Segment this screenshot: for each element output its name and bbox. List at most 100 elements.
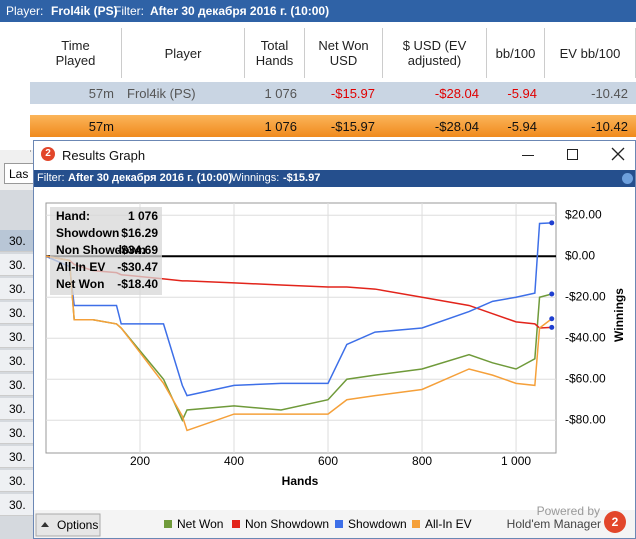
column-header-text: EV bb/100 xyxy=(559,45,621,61)
legend-label: Showdown xyxy=(348,517,407,531)
header-text: After 30 декабря 2016 г. (10:00) xyxy=(150,4,330,18)
close-button[interactable] xyxy=(610,146,626,162)
x-axis-title: Hands xyxy=(282,474,319,488)
legend-swatch xyxy=(164,520,172,528)
table-cell: Frol4ik (PS) xyxy=(127,86,196,101)
table-cell: -$15.97 xyxy=(330,119,375,134)
info-value: $16.29 xyxy=(121,226,158,240)
info-value: -$18.40 xyxy=(117,277,158,291)
list-row[interactable]: 30. xyxy=(0,254,33,276)
info-value: -$34.69 xyxy=(117,243,158,257)
list-row[interactable]: 30. xyxy=(0,302,33,324)
dropdown[interactable]: Las xyxy=(4,163,34,184)
info-box xyxy=(50,207,162,295)
brand: Hold'em Manager xyxy=(507,517,601,531)
column-header-text: bb/100 xyxy=(495,45,536,61)
logo xyxy=(604,511,626,533)
filter-text: Winnings: xyxy=(231,172,280,184)
list-row[interactable]: 30. xyxy=(0,230,33,252)
header-text: Player: xyxy=(6,4,44,18)
table-cell: 57m xyxy=(88,86,114,101)
y-tick-label: $20.00 xyxy=(565,207,602,221)
info-label: Net Won xyxy=(56,277,104,291)
logo-text: 2 xyxy=(612,515,619,529)
legend-label: All-In EV xyxy=(425,517,472,531)
column-header[interactable]: bb/100 xyxy=(487,28,545,78)
info-label: All-In EV xyxy=(56,260,105,274)
header-text: Frol4ik (PS) xyxy=(51,4,118,18)
list-row[interactable]: 30. xyxy=(0,326,33,348)
table-row[interactable] xyxy=(30,82,636,104)
series-line xyxy=(45,222,552,397)
column-header[interactable]: Net Won USD xyxy=(305,28,383,78)
minimize-button[interactable] xyxy=(522,155,534,156)
maximize-button[interactable] xyxy=(567,149,578,160)
list-row[interactable]: 30. xyxy=(0,446,33,468)
list-row[interactable]: 30. xyxy=(0,398,33,420)
table-cell: -5.94 xyxy=(507,119,537,134)
column-header[interactable]: Time Played xyxy=(30,28,122,78)
end-marker xyxy=(549,220,555,226)
legend-swatch xyxy=(335,520,343,528)
window-title: Results Graph xyxy=(62,148,146,163)
filter-text: Filter: xyxy=(37,172,65,184)
column-header-text: Net Won USD xyxy=(318,38,369,68)
y-tick-label: -$20.00 xyxy=(565,289,606,303)
table-cell: 57m xyxy=(88,119,114,134)
close-icon xyxy=(611,147,625,161)
list-row[interactable]: 30. xyxy=(0,350,33,372)
legend-label: Net Won xyxy=(177,517,223,531)
options-arrow xyxy=(41,522,49,527)
x-tick-label: 200 xyxy=(130,454,150,468)
table-cell: 1 076 xyxy=(264,119,297,134)
legend-swatch xyxy=(232,520,240,528)
info-label: Non Showdown xyxy=(56,243,146,257)
header-text: Filter: xyxy=(114,4,144,18)
column-header-text: Player xyxy=(164,45,202,61)
footer-bar xyxy=(34,510,635,538)
table-cell: -$28.04 xyxy=(434,86,479,101)
help-icon[interactable] xyxy=(622,173,633,184)
y-tick-label: -$60.00 xyxy=(565,371,606,385)
y-tick-label: -$40.00 xyxy=(565,330,606,344)
x-tick-label: 800 xyxy=(412,454,432,468)
list-row[interactable]: 30. xyxy=(0,494,33,516)
info-value: -$30.47 xyxy=(117,260,158,274)
list-row[interactable]: 30. xyxy=(0,470,33,492)
table-cell: -5.94 xyxy=(507,86,537,101)
list-row[interactable]: 30. xyxy=(0,278,33,300)
x-tick-label: 600 xyxy=(318,454,338,468)
column-header[interactable]: Total Hands xyxy=(245,28,305,78)
options-button[interactable] xyxy=(35,513,101,537)
list-row[interactable]: 30. xyxy=(0,422,33,444)
top-bar: Player: Frol4ik (PS) Filter: After 30 декаб… xyxy=(0,0,636,22)
x-tick-label: 400 xyxy=(224,454,244,468)
table-cell: -10.42 xyxy=(591,86,628,101)
table-row[interactable] xyxy=(30,115,636,137)
info-value: 1 076 xyxy=(128,209,158,223)
column-header-text: Total Hands xyxy=(255,38,294,68)
table-cell: -$15.97 xyxy=(330,86,375,101)
end-marker xyxy=(549,316,555,322)
column-header[interactable]: $ USD (EV adjusted) xyxy=(383,28,487,78)
table-cell: 1 076 xyxy=(264,86,297,101)
window-icon: 2 xyxy=(41,147,55,161)
list-row[interactable]: 30. xyxy=(0,374,33,396)
y-tick-label: -$80.00 xyxy=(565,412,606,426)
end-marker xyxy=(549,291,555,297)
options-label: Options xyxy=(57,518,98,532)
filter-bar: Filter: After 30 декабря 2016 г. (10:00) W… xyxy=(34,170,635,187)
column-header[interactable]: Player xyxy=(122,28,245,78)
info-label: Showdown xyxy=(56,226,119,240)
column-header-text: Time Played xyxy=(55,38,96,68)
x-tick-label: 1 000 xyxy=(501,454,531,468)
y-tick-label: $0.00 xyxy=(565,248,595,262)
table-cell: -10.42 xyxy=(591,119,628,134)
legend-swatch xyxy=(412,520,420,528)
table-cell: -$28.04 xyxy=(434,119,479,134)
y-axis-title: Winnings xyxy=(612,288,626,342)
end-marker xyxy=(549,324,555,330)
